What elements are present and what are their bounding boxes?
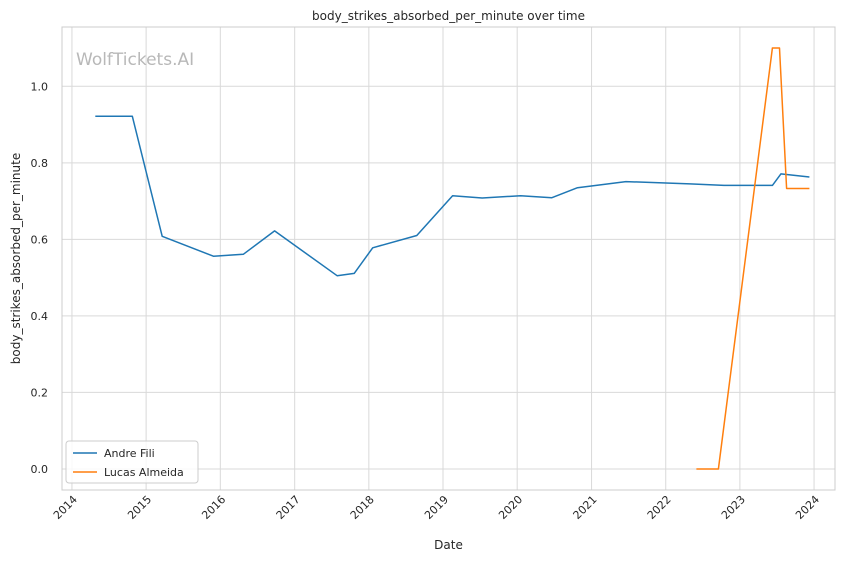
- x-tick-label: 2020: [496, 493, 525, 522]
- y-tick-label: 0.0: [31, 463, 49, 476]
- y-tick-label: 0.6: [31, 233, 49, 246]
- x-tick-label: 2024: [793, 493, 822, 522]
- y-tick-label: 0.2: [31, 386, 49, 399]
- legend-label-0: Andre Fili: [104, 447, 155, 460]
- y-tick-label: 0.8: [31, 157, 49, 170]
- legend: Andre Fili Lucas Almeida: [65, 440, 199, 484]
- legend-box: [65, 440, 199, 484]
- series-layer: [95, 47, 810, 470]
- legend-label-1: Lucas Almeida: [104, 466, 184, 479]
- watermark-text: WolfTickets.AI: [76, 50, 194, 70]
- y-tick-label: 0.4: [31, 310, 49, 323]
- series-line-1: [696, 47, 810, 470]
- x-tick-label: 2021: [571, 493, 600, 522]
- x-gridlines: [71, 27, 815, 490]
- x-axis-title: Date: [434, 538, 463, 552]
- x-tick-label: 2022: [645, 493, 674, 522]
- x-tick-label: 2019: [422, 493, 451, 522]
- x-tick-label: 2014: [51, 493, 80, 522]
- x-tick-label: 2015: [125, 493, 154, 522]
- chart-title: body_strikes_absorbed_per_minute over ti…: [312, 9, 585, 23]
- x-tick-label: 2017: [274, 493, 303, 522]
- y-tick-label: 1.0: [31, 80, 49, 93]
- y-tick-labels: 0.0 0.2 0.4 0.6 0.8 1.0: [31, 80, 49, 476]
- x-tick-label: 2018: [348, 493, 377, 522]
- y-axis-title: body_strikes_absorbed_per_minute: [9, 153, 23, 364]
- x-tick-label: 2016: [199, 493, 228, 522]
- plot-area: [61, 26, 836, 491]
- x-tick-labels: 2014 2015 2016 2017 2018 2019 2020 2021 2022 2023…: [51, 493, 822, 522]
- y-gridlines: [62, 85, 835, 470]
- x-tick-label: 2023: [719, 493, 748, 522]
- series-line-0: [95, 115, 810, 277]
